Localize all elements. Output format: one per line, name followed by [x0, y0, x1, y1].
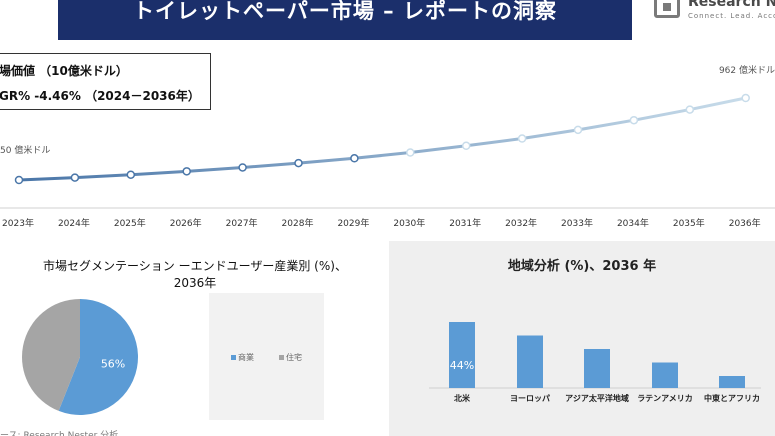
title-banner: トイレットペーパー市場 – レポートの洞察 — [58, 0, 632, 40]
legend-swatch-residential — [279, 355, 284, 360]
legend-swatch-commercial — [231, 355, 236, 360]
logo-tagline: Connect. Lead. Accou — [688, 12, 775, 20]
data-point-2036年 — [741, 93, 750, 103]
company-logo: Research Nes Connect. Lead. Accou — [652, 0, 775, 28]
region-chart-title: 地域分析 (%)、2036 年 — [507, 259, 657, 274]
pie-slice-label: 56% — [101, 357, 125, 370]
segment-chart-title: 市場セグメンテーション ーエンドユーザー産業別 (%)、2036年 — [43, 259, 347, 290]
x-tick-label: 2026年 — [170, 217, 202, 229]
x-tick-label: 2035年 — [673, 217, 705, 229]
data-point-2035年 — [685, 105, 695, 114]
bar-北米 — [449, 322, 475, 388]
x-tick-label: 2029年 — [337, 217, 369, 229]
x-tick-label: 2036年 — [729, 217, 761, 229]
bar-category-label: 北米 — [454, 393, 471, 403]
x-tick-label: 2033年 — [561, 217, 593, 229]
data-point-2034年 — [629, 115, 639, 125]
data-point-2031年 — [461, 141, 471, 151]
x-tick-label: 2024年 — [58, 217, 90, 229]
logo-mark-icon — [654, 0, 680, 18]
bar-中東とアフリカ — [719, 376, 745, 388]
market-value-label: 場価値 （10億米ドル） — [0, 64, 128, 78]
bar-value-label: 44% — [450, 359, 474, 372]
x-tick-label: 2032年 — [505, 217, 537, 229]
data-point-2027年 — [238, 163, 247, 172]
legend-item-residential: 住宅 — [279, 352, 302, 363]
bar-category-label: アジア太平洋地域 — [565, 393, 629, 403]
source-note: ース: Research Nester 分析 — [0, 431, 119, 436]
data-point-2029年 — [350, 154, 359, 163]
data-point-2028年 — [294, 158, 303, 168]
x-tick-label: 2034年 — [617, 217, 649, 229]
bar-category-label: ラテンアメリカ — [637, 394, 693, 403]
bar-ヨーロッパ — [517, 335, 543, 388]
legend-item-commercial: 商業 — [231, 352, 254, 363]
bar-category-label: 中東とアフリカ — [704, 393, 760, 403]
series-line — [18, 96, 747, 182]
market-growth-line-chart: 2023年 2024年 2025年 2026年 2027年 2028年 2029年 2030年… — [0, 64, 775, 229]
market-summary-box: 場価値 （10億米ドル） GR% -4.46% （2024－2036年） — [0, 53, 211, 110]
pie-legend: 商業 住宅 — [209, 293, 324, 420]
page-title: トイレットペーパー市場 – レポートの洞察 — [133, 0, 557, 22]
start-value-label: 50 億米ドル — [0, 144, 50, 156]
pie-slice-商業 — [58, 299, 139, 415]
data-point-2030年 — [406, 148, 415, 157]
end-user-pie-chart: 56% — [22, 299, 139, 415]
data-point-2024年 — [70, 173, 80, 182]
bar-ラテンアメリカ — [652, 362, 678, 388]
logo-name: Research Nes — [688, 0, 775, 10]
pie-slice-住宅 — [22, 299, 80, 411]
regional-analysis-panel: 地域分析 (%)、2036 年 北米 44% ヨーロッパ アジア太平洋地域 ラテンアメリ… — [389, 241, 775, 436]
data-point-2032年 — [517, 134, 527, 143]
data-point-2026年 — [182, 167, 191, 176]
legend-label-residential: 住宅 — [286, 353, 302, 362]
regional-bar-chart: 北米 44% ヨーロッパ アジア太平洋地域 ラテンアメリカ 中東とアフリカ — [429, 322, 761, 403]
x-tick-label: 2028年 — [282, 217, 314, 229]
bar-category-label: ヨーロッパ — [510, 393, 550, 403]
bar-アジア太平洋地域 — [584, 349, 610, 388]
x-tick-label: 2031年 — [449, 217, 481, 229]
x-tick-label: 2025年 — [114, 217, 146, 229]
x-tick-label: 2027年 — [226, 217, 258, 229]
x-tick-label: 2030年 — [393, 217, 425, 229]
cagr-label: GR% -4.46% （2024－2036年） — [0, 89, 200, 103]
data-point-2025年 — [126, 170, 136, 179]
x-tick-label: 2023年 — [2, 217, 34, 229]
legend-label-commercial: 商業 — [238, 353, 254, 362]
end-value-label: 962 億米ドル — [719, 64, 775, 76]
data-point-2023年 — [14, 175, 24, 185]
data-point-2033年 — [573, 125, 583, 135]
